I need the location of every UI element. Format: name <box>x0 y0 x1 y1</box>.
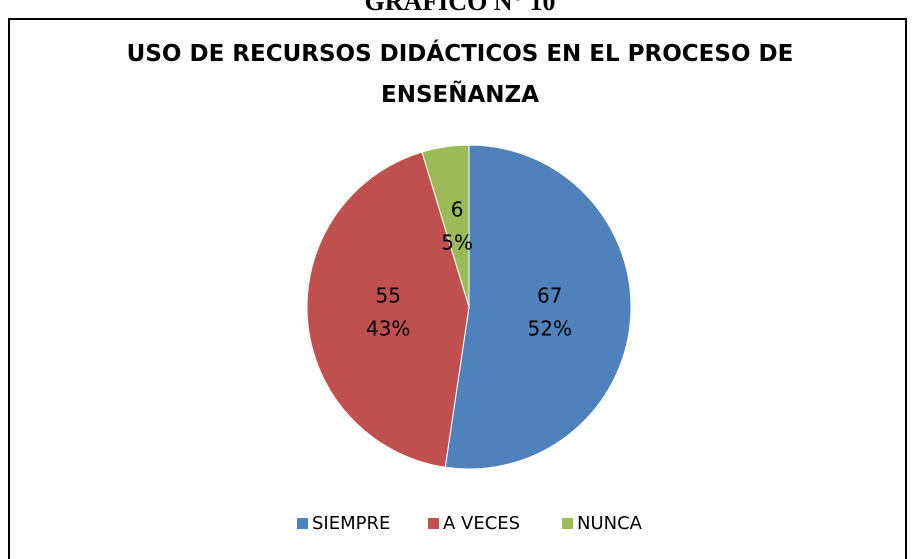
legend-swatch <box>428 518 439 529</box>
percent-label: 5% <box>441 230 473 254</box>
legend-label: SIEMPRE <box>312 513 390 534</box>
legend-swatch <box>297 518 308 529</box>
pie-slice <box>306 151 470 468</box>
value-label: 67 <box>537 283 562 307</box>
legend-label: A VECES <box>443 513 520 534</box>
value-label: 55 <box>375 283 400 307</box>
legend-label: NUNCA <box>577 513 643 534</box>
percent-label: 43% <box>366 316 410 340</box>
pie-slice <box>444 144 632 470</box>
pie-slice <box>421 144 470 308</box>
caption: GRÁFICO N° 10 <box>365 0 556 16</box>
value-label: 6 <box>451 197 464 221</box>
chart-title: USO DE RECURSOS DIDÁCTICOS EN EL PROCESO… <box>126 41 794 108</box>
percent-label: 52% <box>528 316 572 340</box>
title-box: USO DE RECURSOS DIDÁCTICOS EN EL PROCESO… <box>126 41 794 108</box>
legend-swatch <box>562 518 573 529</box>
